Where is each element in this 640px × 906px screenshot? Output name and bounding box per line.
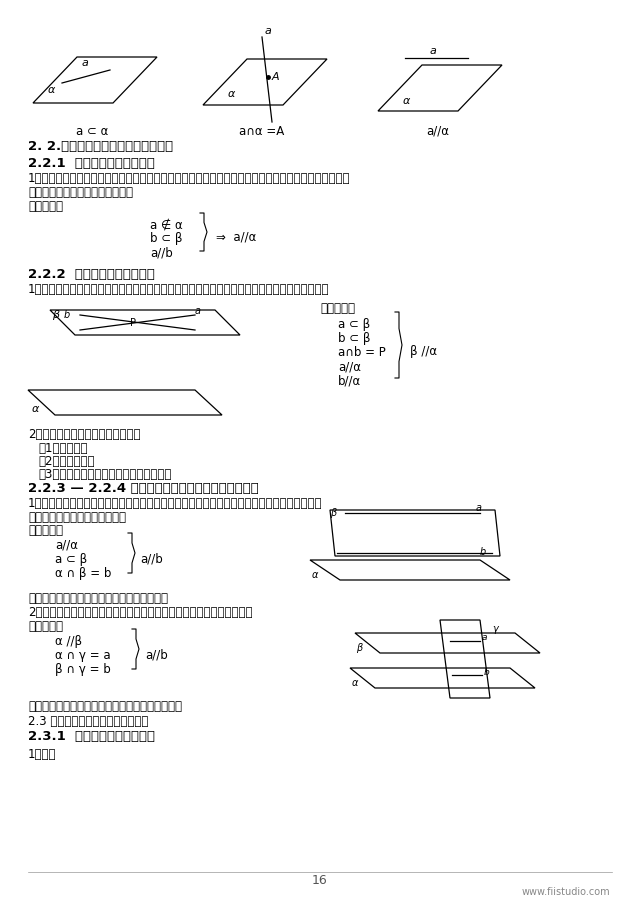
Text: 2、定理：如果两个平面同时与第三个平面相交，那么它们的交线平行。: 2、定理：如果两个平面同时与第三个平面相交，那么它们的交线平行。 (28, 606, 253, 619)
Text: 作用：利用该定理可解决直线间的平行问题。: 作用：利用该定理可解决直线间的平行问题。 (28, 592, 168, 605)
Text: 2.2.1  直线与平面平行的判定: 2.2.1 直线与平面平行的判定 (28, 157, 155, 170)
Text: 作用：可以由平面与平面平行得出直线与直线平行: 作用：可以由平面与平面平行得出直线与直线平行 (28, 700, 182, 713)
Text: 2.2.2  平面与平面平行的判定: 2.2.2 平面与平面平行的判定 (28, 268, 155, 281)
Text: β: β (356, 643, 362, 653)
Text: a: a (430, 46, 437, 56)
Text: α: α (312, 570, 318, 580)
Text: 2、判断两平面平行的方法有三种：: 2、判断两平面平行的方法有三种： (28, 428, 141, 441)
Text: 2.3 直线、平面垂直的判定及其性质: 2.3 直线、平面垂直的判定及其性质 (28, 715, 148, 728)
Text: α ∩ γ = a: α ∩ γ = a (55, 649, 111, 662)
Text: a∩α =A: a∩α =A (239, 125, 285, 138)
Text: （1）用定义；: （1）用定义； (38, 442, 88, 455)
Text: 简记为：线线平行，则线面平行。: 简记为：线线平行，则线面平行。 (28, 186, 133, 199)
Text: α: α (403, 96, 410, 106)
Text: β //α: β //α (410, 345, 437, 358)
Text: 1、定理：一条直线与一个平面平行，则过这条直线的任一平面与此平面的交线与该直线平行。: 1、定理：一条直线与一个平面平行，则过这条直线的任一平面与此平面的交线与该直线平… (28, 497, 323, 510)
Text: A: A (272, 72, 280, 82)
Text: P: P (130, 318, 136, 328)
Text: 简记为：线面平行则线线平行。: 简记为：线面平行则线线平行。 (28, 511, 126, 524)
Text: b: b (480, 547, 486, 557)
Text: （2）判定定理；: （2）判定定理； (38, 455, 95, 468)
Text: 符号表示：: 符号表示： (28, 200, 63, 213)
Text: a: a (482, 633, 488, 642)
Text: a ∉ α: a ∉ α (150, 218, 183, 231)
Text: β: β (52, 310, 59, 320)
Text: b: b (484, 668, 490, 677)
Text: a∩b = P: a∩b = P (338, 346, 386, 359)
Text: a: a (265, 26, 272, 36)
Text: γ: γ (492, 624, 498, 634)
Text: α: α (352, 678, 358, 688)
Text: b//α: b//α (338, 374, 361, 387)
Text: b: b (64, 310, 70, 320)
Text: a: a (476, 503, 482, 513)
Text: ⇒  a//α: ⇒ a//α (216, 231, 257, 244)
Text: a: a (195, 306, 201, 316)
Text: a//α: a//α (426, 125, 449, 138)
Text: β: β (330, 508, 336, 518)
Text: 2.3.1  直线与平面垂直的判定: 2.3.1 直线与平面垂直的判定 (28, 730, 155, 743)
Text: a//b: a//b (150, 246, 173, 259)
Text: b ⊂ β: b ⊂ β (150, 232, 182, 245)
Text: a: a (82, 58, 89, 68)
Text: 1、两个平面平行的判定定理：一个平面内的两条交直线与另一个平面平行，则这两个平面平行。: 1、两个平面平行的判定定理：一个平面内的两条交直线与另一个平面平行，则这两个平面… (28, 283, 330, 296)
Text: 符号表示：: 符号表示： (28, 524, 63, 537)
Text: 符号表示：: 符号表示： (320, 302, 355, 315)
Text: a ⊂ β: a ⊂ β (338, 318, 371, 331)
Text: 16: 16 (312, 874, 328, 887)
Text: α: α (228, 89, 236, 99)
Text: a//α: a//α (55, 539, 78, 552)
Text: a//α: a//α (338, 360, 361, 373)
Text: a//b: a//b (140, 552, 163, 565)
Text: （3）垂直于同一条直线的两个平面平行。: （3）垂直于同一条直线的两个平面平行。 (38, 468, 172, 481)
Text: b ⊂ β: b ⊂ β (338, 332, 371, 345)
Text: 1、直线与平面平行的判定定理：平面外一条直线与此平面内的一条直线平行，则该直线与此平面平行。: 1、直线与平面平行的判定定理：平面外一条直线与此平面内的一条直线平行，则该直线与… (28, 172, 351, 185)
Text: 2. 2.直线、平面平行的判定及其性质: 2. 2.直线、平面平行的判定及其性质 (28, 140, 173, 153)
Text: α ∩ β = b: α ∩ β = b (55, 567, 111, 580)
Text: a ⊂ β: a ⊂ β (55, 553, 87, 566)
Text: a ⊂ α: a ⊂ α (76, 125, 108, 138)
Text: α //β: α //β (55, 635, 82, 648)
Text: www.fiistudio.com: www.fiistudio.com (522, 887, 610, 897)
Text: α: α (32, 404, 40, 414)
Text: β ∩ γ = b: β ∩ γ = b (55, 663, 111, 676)
Text: 1、定义: 1、定义 (28, 748, 56, 761)
Text: 符号表示：: 符号表示： (28, 620, 63, 633)
Text: α: α (48, 85, 56, 95)
Text: a//b: a//b (145, 648, 168, 661)
Text: 2.2.3 — 2.2.4 直线与平面、平面与平面平行的性质: 2.2.3 — 2.2.4 直线与平面、平面与平面平行的性质 (28, 482, 259, 495)
